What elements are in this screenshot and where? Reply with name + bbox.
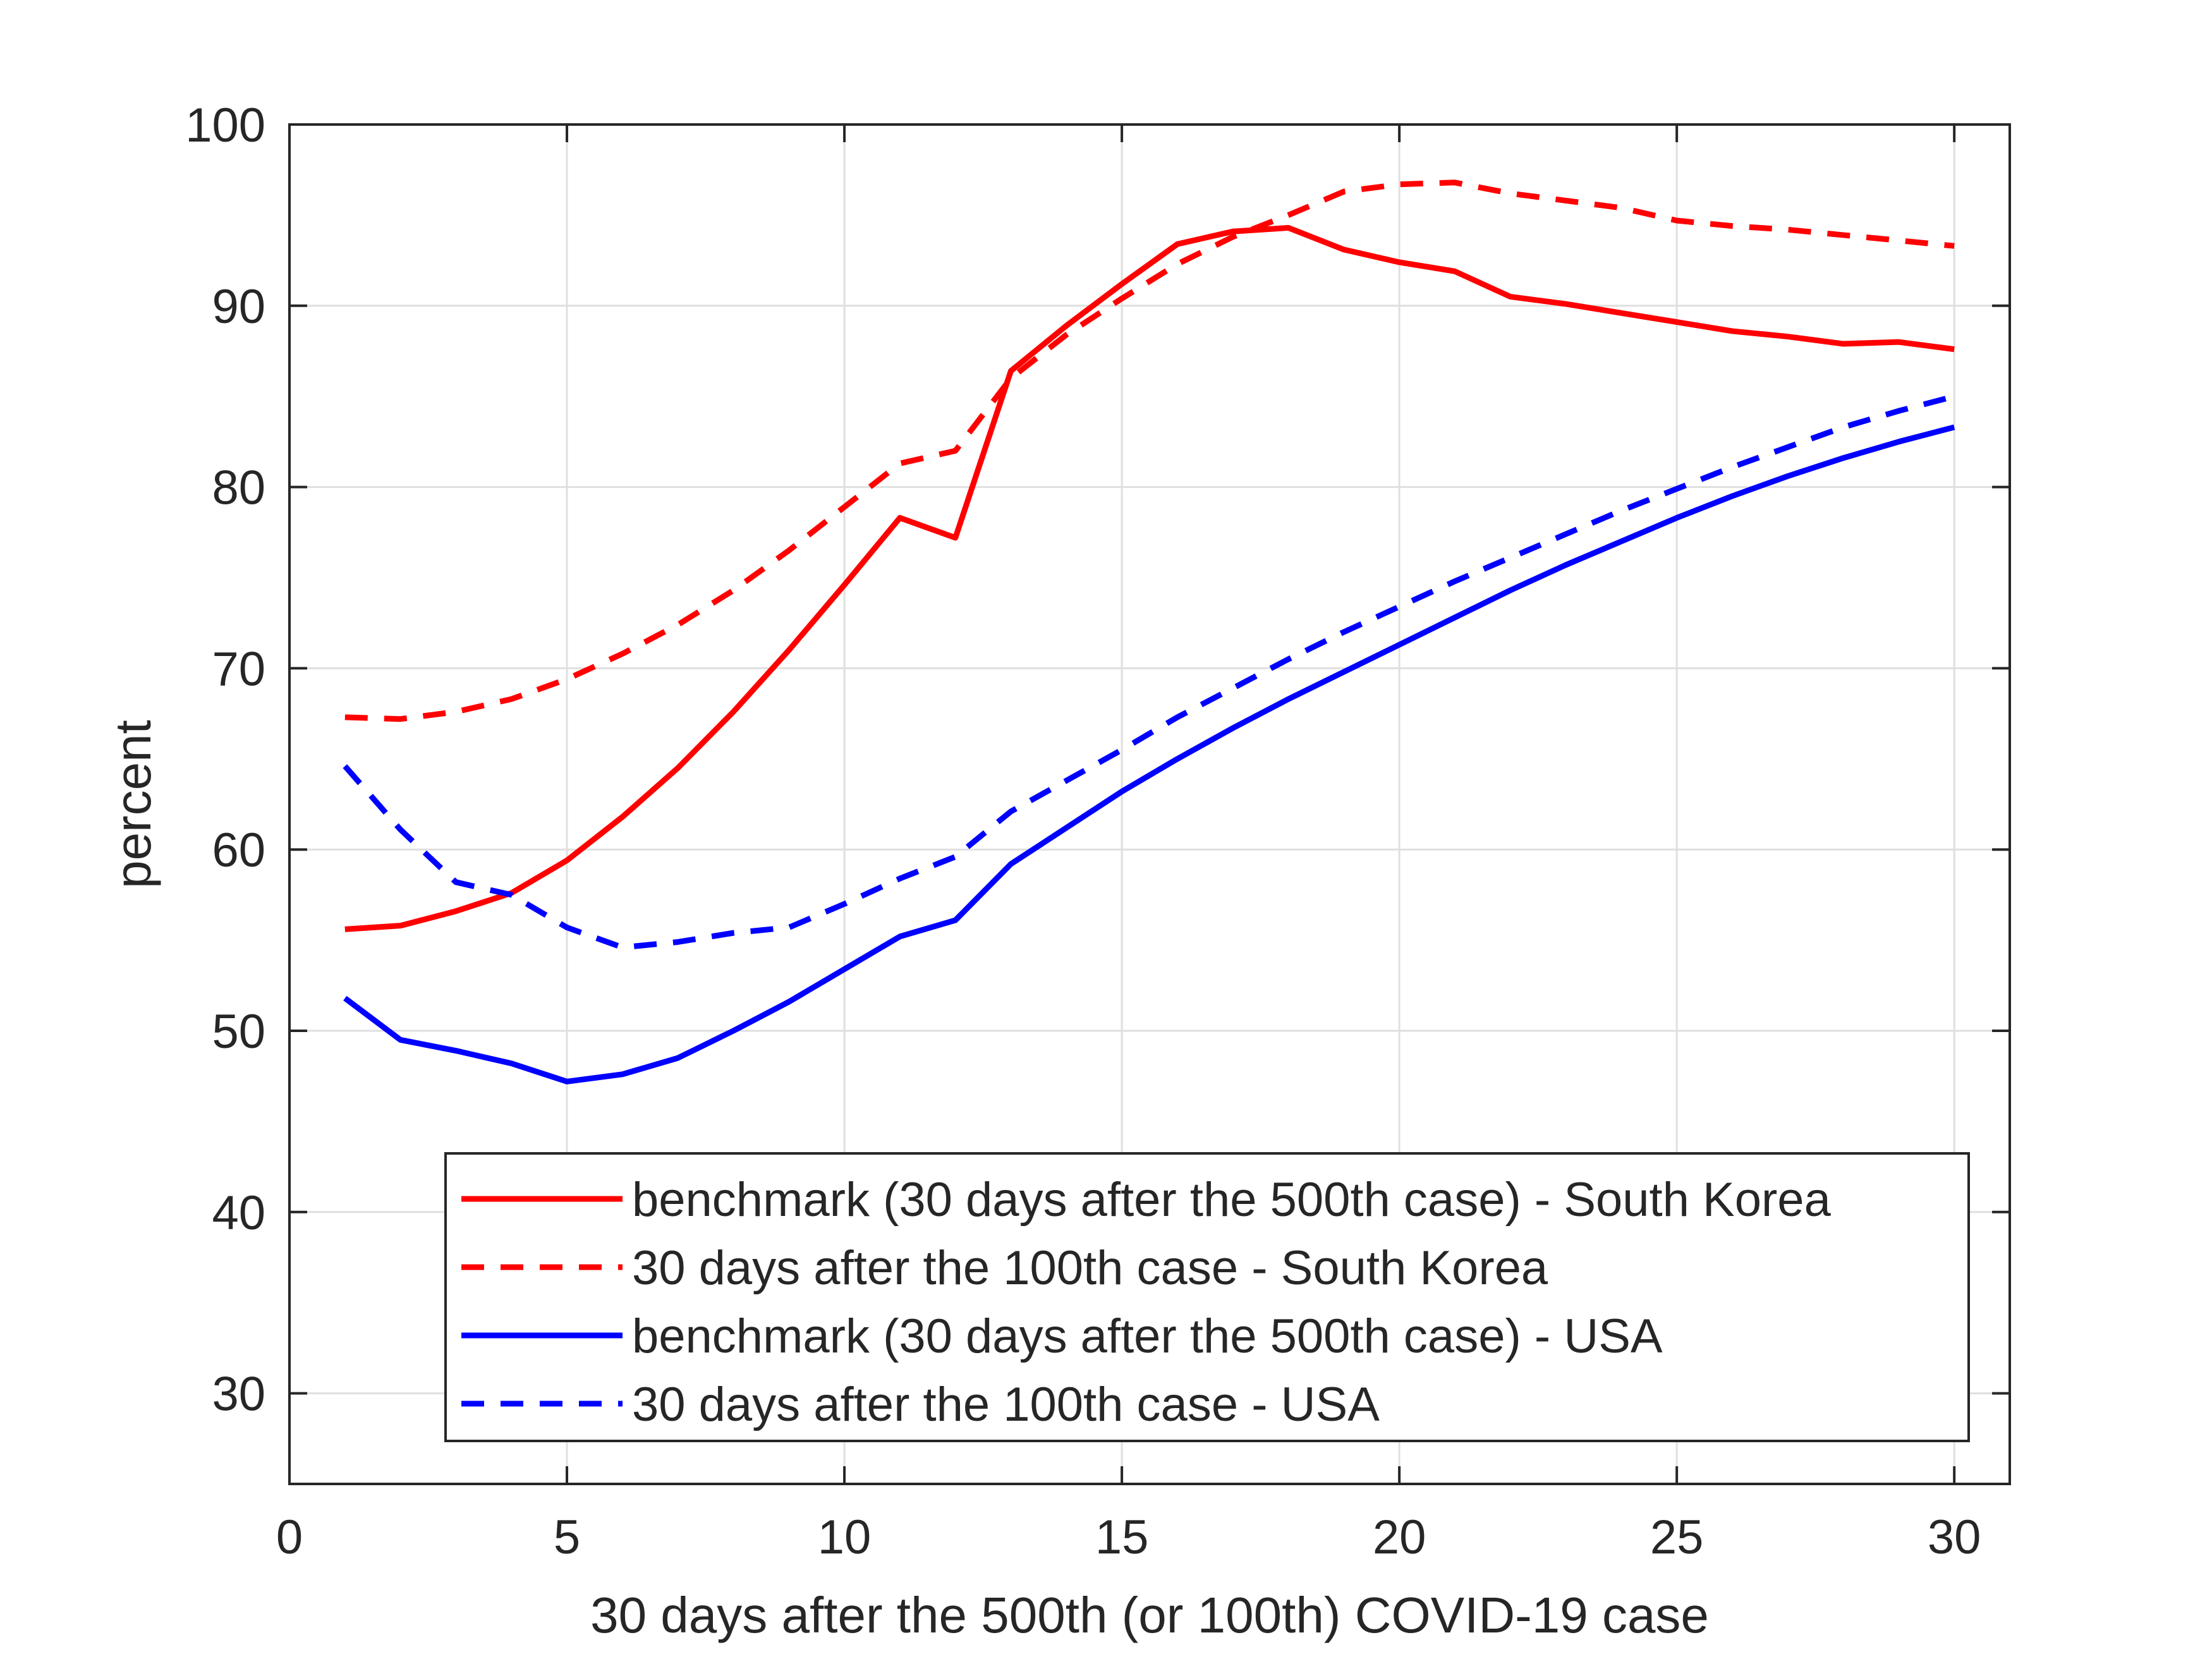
x-tick-label: 5 (554, 1510, 580, 1564)
series-lines (343, 179, 1955, 1085)
y-tick-label: 30 (212, 1368, 265, 1421)
y-axis-label: percent (105, 720, 161, 889)
axes-box (288, 123, 2011, 1485)
x-tick-label: 0 (276, 1510, 303, 1564)
legend-label: benchmark (30 days after the 500th case)… (632, 1173, 1832, 1227)
y-tick-label: 70 (212, 642, 265, 696)
series-line-2 (343, 424, 1955, 1085)
axis-ticks: 0 5 10 15 20 25 30 30 40 50 60 70 80 90 100 (185, 99, 2010, 1564)
y-tick-label: 80 (212, 461, 265, 515)
legend-label: 30 days after the 100th case - USA (632, 1378, 1380, 1431)
legend-box (444, 1152, 1970, 1442)
legend-label: 30 days after the 100th case - South Kor… (632, 1241, 1548, 1295)
series-line-1 (344, 179, 1955, 722)
y-tick-label: 90 (212, 280, 265, 334)
y-tick-label: 50 (212, 1005, 265, 1059)
x-tick-label: 15 (1095, 1510, 1149, 1564)
legend-label: benchmark (30 days after the 500th case)… (632, 1310, 1663, 1363)
y-tick-label: 40 (212, 1186, 265, 1240)
x-tick-label: 30 (1928, 1510, 1981, 1564)
y-tick-label: 100 (185, 99, 265, 152)
y-tick-label: 60 (212, 823, 265, 877)
x-tick-label: 10 (818, 1510, 872, 1564)
series-line-3 (343, 393, 1955, 951)
x-axis-label: 30 days after the 500th (or 100th) COVID… (590, 1587, 1709, 1643)
legend: benchmark (30 days after the 500th case)… (444, 1152, 1970, 1442)
series-line-0 (344, 224, 1955, 932)
x-tick-label: 25 (1650, 1510, 1704, 1564)
x-tick-label: 20 (1373, 1510, 1426, 1564)
